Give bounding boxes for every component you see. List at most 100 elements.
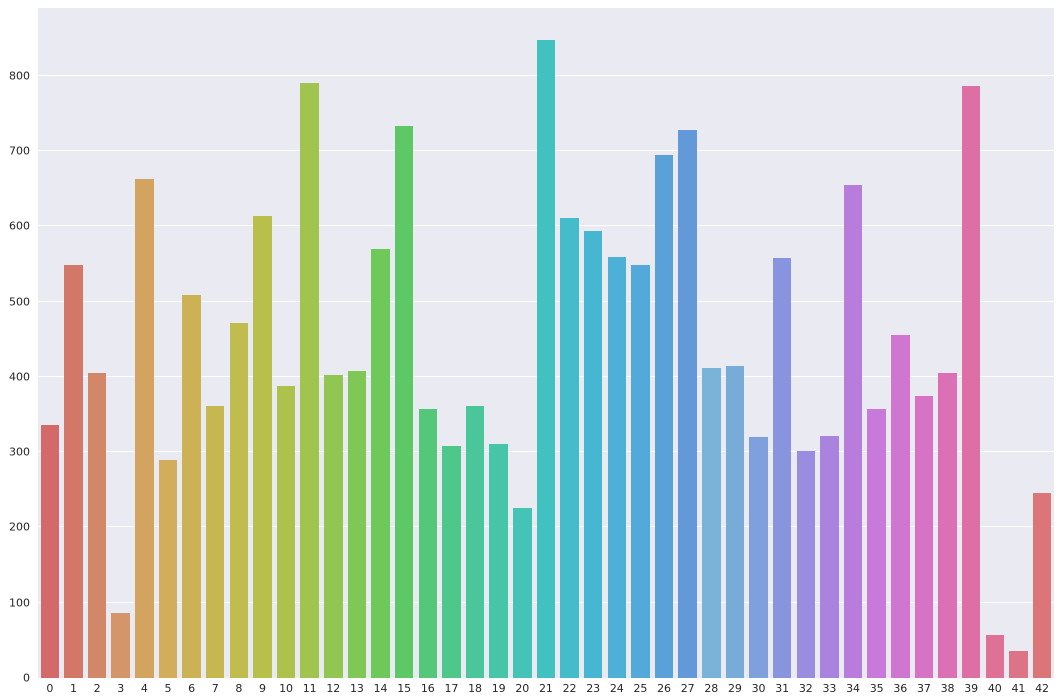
bar-slot	[85, 8, 109, 678]
x-tick-label: 17	[444, 682, 459, 695]
bar-19	[489, 443, 508, 678]
x-tick-label: 35	[869, 682, 884, 695]
bar-slot	[723, 8, 747, 678]
bar-13	[347, 370, 367, 678]
bar-27	[678, 129, 697, 678]
bar-slot	[605, 8, 629, 678]
x-tick-label: 3	[117, 682, 125, 695]
x-tick-label: 26	[657, 682, 672, 695]
bar-slot	[109, 8, 133, 678]
bar-slot	[936, 8, 960, 678]
bar-slot	[369, 8, 393, 678]
x-tick-label: 42	[1035, 682, 1050, 695]
bar-7	[205, 406, 225, 678]
bar-37	[914, 395, 934, 678]
bar-34	[843, 184, 863, 678]
x-tick-label: 28	[704, 682, 719, 695]
x-tick-label: 0	[46, 682, 54, 695]
x-tick-label: 16	[420, 682, 435, 695]
bars	[38, 8, 1054, 678]
bar-slot	[133, 8, 157, 678]
bar-slot	[203, 8, 227, 678]
bar-24	[607, 257, 627, 678]
bar-38	[938, 373, 957, 678]
bar-0	[40, 425, 60, 678]
bar-17	[442, 446, 461, 678]
x-tick-label: 9	[258, 682, 266, 695]
bar-32	[796, 451, 816, 678]
bar-slot	[463, 8, 487, 678]
x-tick-label: 19	[491, 682, 506, 695]
bar-31	[772, 257, 792, 678]
bar-10	[276, 385, 296, 678]
bar-slot	[912, 8, 936, 678]
x-tick-label: 15	[397, 682, 412, 695]
bar-slot	[841, 8, 865, 678]
bar-42	[1032, 492, 1052, 678]
bar-slot	[558, 8, 582, 678]
bar-1	[64, 264, 83, 678]
bar-slot	[322, 8, 346, 678]
x-tick-label: 7	[211, 682, 219, 695]
bar-slot	[62, 8, 86, 678]
x-tick-label: 40	[987, 682, 1002, 695]
bar-29	[725, 366, 745, 678]
x-tick-label: 6	[188, 682, 196, 695]
bar-15	[394, 126, 414, 678]
bar-slot	[345, 8, 369, 678]
bar-slot	[38, 8, 62, 678]
x-tick-label: 27	[680, 682, 695, 695]
x-tick-label: 21	[538, 682, 553, 695]
bar-40	[985, 635, 1005, 678]
bar-slot	[581, 8, 605, 678]
bar-12	[324, 375, 343, 678]
bar-2	[87, 373, 107, 678]
bar-28	[702, 367, 721, 678]
bar-slot	[747, 8, 771, 678]
plot-area	[38, 8, 1054, 678]
bar-slot	[511, 8, 535, 678]
bar-slot	[1007, 8, 1031, 678]
bar-26	[654, 154, 674, 678]
bar-slot	[1030, 8, 1054, 678]
bar-5	[158, 459, 178, 678]
bar-11	[300, 82, 319, 678]
y-tick-label: 700	[9, 144, 30, 158]
x-tick-label: 11	[302, 682, 317, 695]
bar-slot	[818, 8, 842, 678]
bar-35	[867, 409, 886, 678]
x-tick-label: 5	[164, 682, 172, 695]
y-tick-label: 0	[23, 671, 30, 685]
bar-slot	[983, 8, 1007, 678]
bar-slot	[392, 8, 416, 678]
y-tick-label: 100	[9, 596, 30, 610]
x-tick-label: 4	[140, 682, 148, 695]
y-tick-label: 400	[9, 370, 30, 384]
bar-slot	[889, 8, 913, 678]
y-axis-tick-labels: 0 100 200 300 400 500 600 700 800	[2, 8, 38, 683]
x-axis-tick-labels: 0 1 2 3 4 5 6 7 8 9 10 11 12 13 14 15 16 17 18 19 20 21 22 23 24…	[38, 678, 1054, 696]
bar-slot	[440, 8, 464, 678]
bar-slot	[274, 8, 298, 678]
bar-slot	[629, 8, 653, 678]
x-tick-label: 29	[727, 682, 742, 695]
bar-39	[961, 86, 981, 678]
bar-30	[749, 437, 768, 678]
x-tick-label: 20	[515, 682, 530, 695]
x-tick-label: 25	[633, 682, 648, 695]
bar-slot	[865, 8, 889, 678]
x-tick-label: 23	[586, 682, 601, 695]
x-tick-label: 41	[1011, 682, 1026, 695]
x-tick-label: 33	[822, 682, 837, 695]
bar-slot	[676, 8, 700, 678]
x-tick-label: 30	[751, 682, 766, 695]
x-tick-label: 18	[468, 682, 483, 695]
x-tick-label: 14	[373, 682, 388, 695]
bar-8	[229, 322, 249, 678]
x-tick-label: 1	[69, 682, 77, 695]
bar-slot	[959, 8, 983, 678]
bar-14	[371, 248, 390, 678]
x-tick-label: 39	[964, 682, 979, 695]
x-tick-label: 34	[846, 682, 861, 695]
bar-slot	[156, 8, 180, 678]
